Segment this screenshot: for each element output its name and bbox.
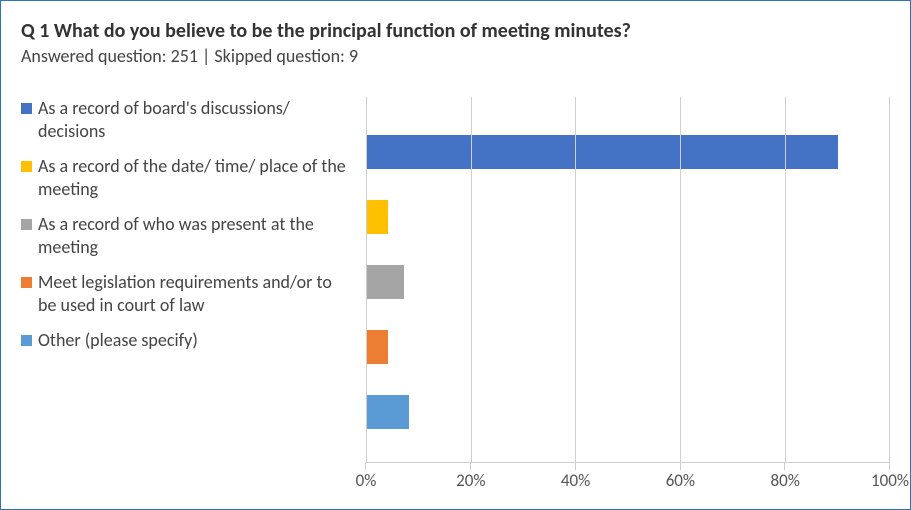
x-tick (680, 463, 681, 470)
plot-wrap: 0%20%40%60%80%100% (366, 97, 890, 495)
legend-item: As a record of board's discussions/ deci… (21, 97, 352, 155)
x-tick-label: 0% (356, 470, 377, 491)
bar (367, 135, 838, 169)
bar-slot (367, 184, 890, 249)
legend-swatch (21, 277, 32, 288)
legend-swatch (21, 103, 32, 114)
grid-line (785, 97, 786, 462)
legend-item: Other (please specify) (21, 329, 352, 377)
x-tick-label: 100% (871, 470, 909, 491)
x-tick (784, 463, 785, 470)
legend: As a record of board's discussions/ deci… (21, 97, 366, 495)
legend-swatch (21, 161, 32, 172)
grid-line (889, 97, 890, 462)
x-tick-label: 20% (456, 470, 485, 491)
legend-label: Other (please specify) (38, 329, 352, 352)
legend-swatch (21, 335, 32, 346)
bar (367, 200, 388, 234)
x-tick-label: 60% (666, 470, 695, 491)
grid-line (680, 97, 681, 462)
legend-item: Meet legislation requirements and/or to … (21, 271, 352, 329)
legend-swatch (21, 219, 32, 230)
legend-item: As a record of the date/ time/ place of … (21, 155, 352, 213)
bar-slot (367, 314, 890, 379)
legend-label: As a record of board's discussions/ deci… (38, 97, 352, 142)
question-subtitle: Answered question: 251 | Skipped questio… (21, 45, 890, 67)
bar (367, 395, 409, 429)
bar-container (367, 97, 890, 462)
x-tick (365, 463, 366, 470)
bar-slot (367, 249, 890, 314)
bar-slot (367, 119, 890, 184)
grid-line (575, 97, 576, 462)
chart-row: As a record of board's discussions/ deci… (21, 97, 890, 495)
x-tick-label: 80% (770, 470, 799, 491)
x-tick-label: 40% (561, 470, 590, 491)
legend-label: As a record of the date/ time/ place of … (38, 155, 352, 200)
legend-item: As a record of who was present at the me… (21, 213, 352, 271)
x-tick (470, 463, 471, 470)
x-tick (575, 463, 576, 470)
legend-label: As a record of who was present at the me… (38, 213, 352, 258)
plot-area (366, 97, 890, 463)
question-title: Q 1 What do you believe to be the princi… (21, 19, 890, 43)
grid-line (471, 97, 472, 462)
chart-card: Q 1 What do you believe to be the princi… (0, 0, 911, 510)
x-axis: 0%20%40%60%80%100% (366, 463, 890, 495)
x-tick (889, 463, 890, 470)
bar (367, 330, 388, 364)
bar-slot (367, 379, 890, 444)
bar (367, 265, 404, 299)
legend-label: Meet legislation requirements and/or to … (38, 271, 352, 316)
